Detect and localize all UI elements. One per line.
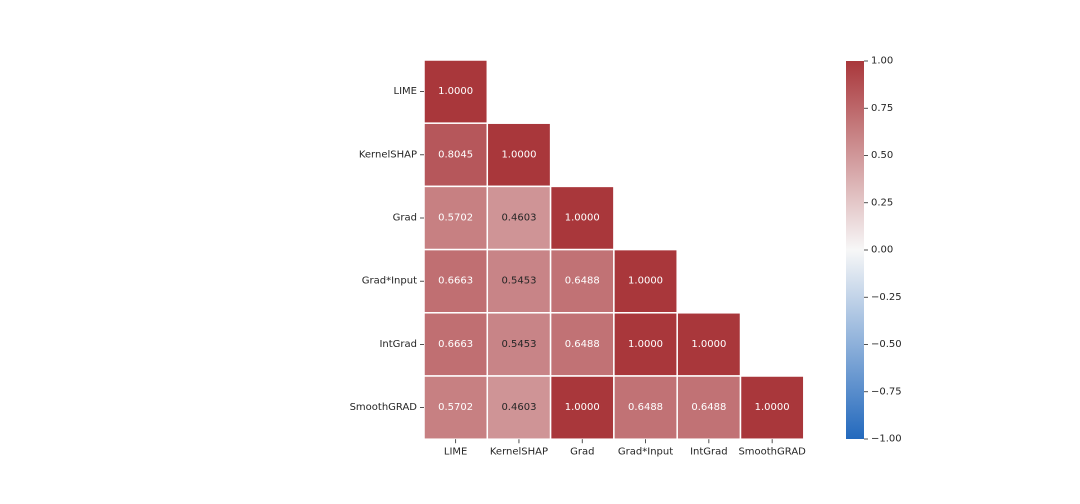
x-tick-label: SmoothGRAD [738, 447, 806, 458]
heatmap-cell-SmoothGRAD-Grad [549, 375, 615, 440]
x-axis-tick-labels: LIME KernelSHAP Grad Grad*Input IntGrad Smoot… [444, 439, 806, 458]
heatmap-cell-SmoothGRAD-SmoothGRAD [739, 375, 805, 440]
heatmap-cell-KernelSHAP-LIME [423, 122, 489, 188]
y-tick-label: SmoothGRAD [350, 402, 418, 413]
colorbar-tick-label: −1.00 [871, 434, 902, 445]
x-tick-label: IntGrad [690, 447, 728, 458]
colorbar-tick-label: 1.00 [871, 56, 893, 67]
heatmap-cell-Grad*Input-Grad*Input [613, 248, 678, 314]
cell-value-label: 0.5702 [438, 213, 473, 224]
colorbar-tick-label: 0.50 [871, 150, 893, 161]
cell-value-label: 1.0000 [565, 402, 600, 413]
cell-value-label: 1.0000 [628, 339, 663, 350]
heatmap-cells [423, 59, 805, 440]
heatmap-cell-IntGrad-KernelSHAP [486, 312, 552, 377]
colorbar-tick-label: 0.75 [871, 103, 893, 114]
y-tick-label: IntGrad [379, 339, 417, 350]
heatmap-cell-labels: 1.0000 0.8045 1.0000 0.5702 0.4603 1.0000 0.66… [438, 86, 790, 413]
cell-value-label: 0.4603 [501, 213, 536, 224]
y-tick-label: KernelSHAP [359, 149, 417, 160]
cell-value-label: 0.5453 [501, 276, 536, 287]
heatmap-cell-SmoothGRAD-Grad*Input [613, 375, 678, 440]
cell-value-label: 1.0000 [628, 276, 663, 287]
cell-value-label: 0.5453 [501, 339, 536, 350]
heatmap-cell-SmoothGRAD-KernelSHAP [486, 375, 552, 440]
x-tick-label: Grad*Input [618, 447, 673, 458]
x-tick-label: KernelSHAP [490, 447, 548, 458]
colorbar-tick-label: −0.50 [871, 339, 902, 350]
y-axis-tick-labels: LIME KernelSHAP Grad Grad*Input IntGrad Smoot… [350, 86, 424, 413]
x-tick-label: Grad [570, 447, 594, 458]
cell-value-label: 1.0000 [755, 402, 790, 413]
cell-value-label: 0.6488 [628, 402, 663, 413]
cell-value-label: 0.8045 [438, 149, 473, 160]
cell-value-label: 0.6488 [565, 339, 600, 350]
y-tick-label: Grad [393, 213, 417, 224]
cell-value-label: 0.6488 [691, 402, 726, 413]
cell-value-label: 0.6488 [565, 276, 600, 287]
cell-value-label: 0.5702 [438, 402, 473, 413]
x-tick-label: LIME [444, 447, 467, 458]
colorbar-tick-label: 0.25 [871, 197, 893, 208]
y-tick-label: Grad*Input [362, 276, 417, 287]
cell-value-label: 1.0000 [438, 86, 473, 97]
heatmap-cell-IntGrad-Grad*Input [613, 312, 678, 377]
colorbar-tick-label: −0.75 [871, 386, 902, 397]
y-tick-label: LIME [394, 86, 417, 97]
colorbar-gradient [846, 61, 864, 439]
colorbar-tick-labels: 1.00 0.75 0.50 0.25 0.00 −0.25 −0.50 −0.75 −1.00 [864, 56, 902, 445]
cell-value-label: 0.6663 [438, 339, 473, 350]
colorbar-tick-label: 0.00 [871, 245, 893, 256]
cell-value-label: 1.0000 [691, 339, 726, 350]
colorbar: 1.00 0.75 0.50 0.25 0.00 −0.25 −0.50 −0.75 −1.00 [846, 56, 902, 445]
heatmap-cell-Grad*Input-KernelSHAP [486, 248, 552, 314]
colorbar-tick-label: −0.25 [871, 292, 902, 303]
cell-value-label: 1.0000 [501, 149, 536, 160]
cell-value-label: 1.0000 [565, 213, 600, 224]
cell-value-label: 0.6663 [438, 276, 473, 287]
cell-value-label: 0.4603 [501, 402, 536, 413]
heatmap-cell-Grad-Grad [549, 185, 615, 251]
heatmap-cell-SmoothGRAD-IntGrad [676, 375, 742, 440]
